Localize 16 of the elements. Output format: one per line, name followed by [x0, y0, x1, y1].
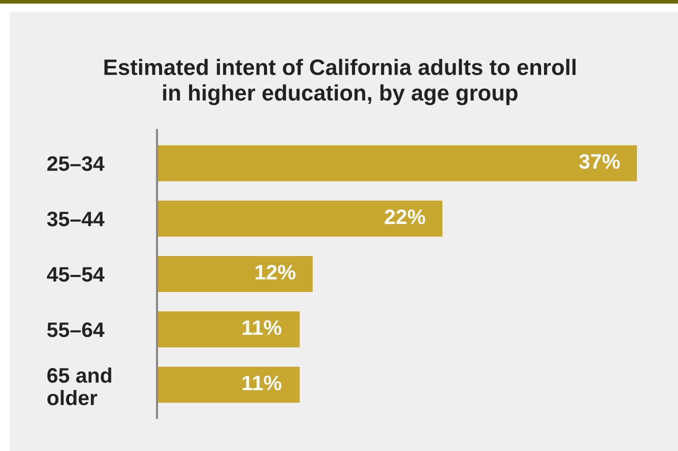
bar: [157, 145, 637, 182]
y-tick-label: 35–44: [47, 212, 104, 226]
data-label: 11%: [242, 320, 282, 335]
y-tick-label: 55–64: [47, 322, 104, 338]
data-label: 22%: [384, 209, 426, 224]
bar: [157, 256, 313, 292]
data-label: 37%: [579, 154, 620, 169]
data-label: 12%: [256, 264, 296, 280]
y-tick-label: 25–34: [47, 156, 104, 172]
y-tick-label: 45–54: [46, 267, 104, 282]
bar: [157, 311, 300, 348]
bar: [157, 200, 442, 237]
y-tick-label: 65 and older: [47, 368, 112, 406]
data-label: 11%: [242, 376, 282, 390]
bar: [157, 366, 300, 403]
chart-title: Estimated intent of California adults to enroll in higher education, by age group: [104, 58, 576, 106]
